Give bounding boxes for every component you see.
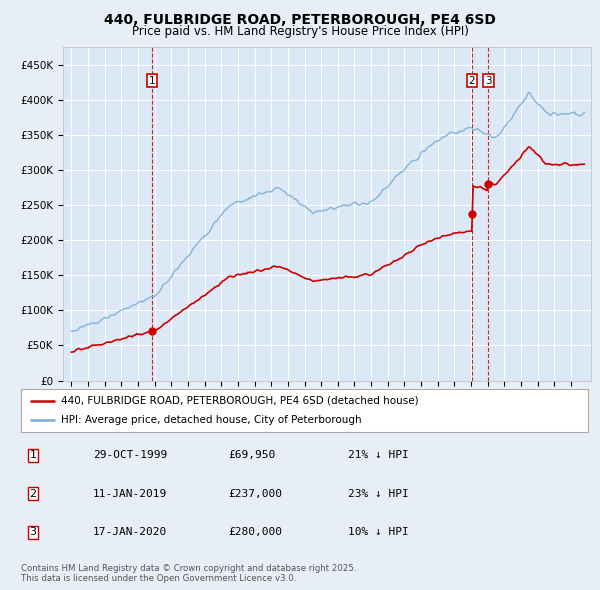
Text: 440, FULBRIDGE ROAD, PETERBOROUGH, PE4 6SD: 440, FULBRIDGE ROAD, PETERBOROUGH, PE4 6… [104,13,496,27]
Text: 2: 2 [469,76,475,86]
Text: 1: 1 [29,451,37,460]
Text: £280,000: £280,000 [228,527,282,537]
Text: HPI: Average price, detached house, City of Peterborough: HPI: Average price, detached house, City… [61,415,361,425]
Text: 1: 1 [148,76,155,86]
Text: 23% ↓ HPI: 23% ↓ HPI [348,489,409,499]
Text: 440, FULBRIDGE ROAD, PETERBOROUGH, PE4 6SD (detached house): 440, FULBRIDGE ROAD, PETERBOROUGH, PE4 6… [61,396,418,406]
Text: 17-JAN-2020: 17-JAN-2020 [93,527,167,537]
Text: 21% ↓ HPI: 21% ↓ HPI [348,451,409,460]
Text: 10% ↓ HPI: 10% ↓ HPI [348,527,409,537]
Text: 2: 2 [29,489,37,499]
Text: Price paid vs. HM Land Registry's House Price Index (HPI): Price paid vs. HM Land Registry's House … [131,25,469,38]
Text: 3: 3 [485,76,492,86]
Text: 11-JAN-2019: 11-JAN-2019 [93,489,167,499]
Text: 29-OCT-1999: 29-OCT-1999 [93,451,167,460]
Text: Contains HM Land Registry data © Crown copyright and database right 2025.
This d: Contains HM Land Registry data © Crown c… [21,563,356,583]
Text: 3: 3 [29,527,37,537]
Text: £237,000: £237,000 [228,489,282,499]
Text: £69,950: £69,950 [228,451,275,460]
